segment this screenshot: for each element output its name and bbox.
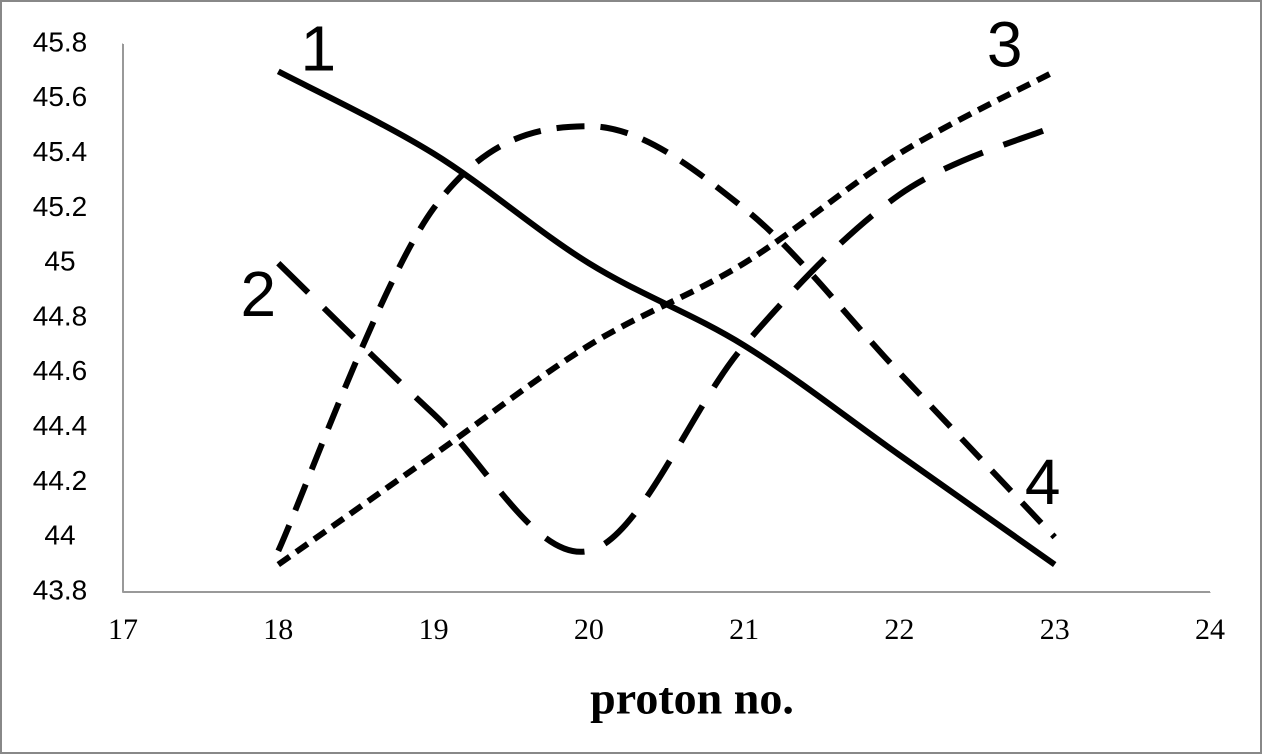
y-tick-label: 45.8 [33, 26, 88, 57]
series-label: 2 [240, 258, 276, 330]
x-tick-label: 24 [1195, 613, 1225, 646]
x-tick-label: 19 [419, 613, 449, 646]
x-tick-label: 20 [574, 613, 604, 646]
series-label: 1 [300, 12, 336, 84]
series-label: 4 [1025, 446, 1061, 518]
y-tick-label: 44.2 [33, 465, 88, 496]
x-tick-label: 17 [108, 613, 138, 646]
y-tick-label: 44.8 [33, 300, 88, 331]
y-tick-label: 44 [44, 520, 75, 551]
series-line [275, 123, 1057, 553]
x-tick-label: 22 [884, 613, 914, 646]
y-tick-label: 44.4 [33, 410, 88, 441]
y-tick-label: 45.6 [33, 81, 88, 112]
y-tick-label: 45.4 [33, 136, 88, 167]
series-line [276, 123, 1056, 555]
series-line [276, 68, 1057, 568]
x-tick-label: 18 [263, 613, 293, 646]
y-tick-label: 45.2 [33, 191, 88, 222]
y-tick-label: 43.8 [33, 574, 88, 605]
y-tick-label: 45 [44, 246, 75, 277]
x-tick-label: 21 [729, 613, 759, 646]
series-label: 3 [987, 8, 1023, 80]
x-axis-label: proton no. [590, 673, 794, 724]
x-tick-label: 23 [1040, 613, 1070, 646]
y-tick-label: 44.6 [33, 355, 88, 386]
